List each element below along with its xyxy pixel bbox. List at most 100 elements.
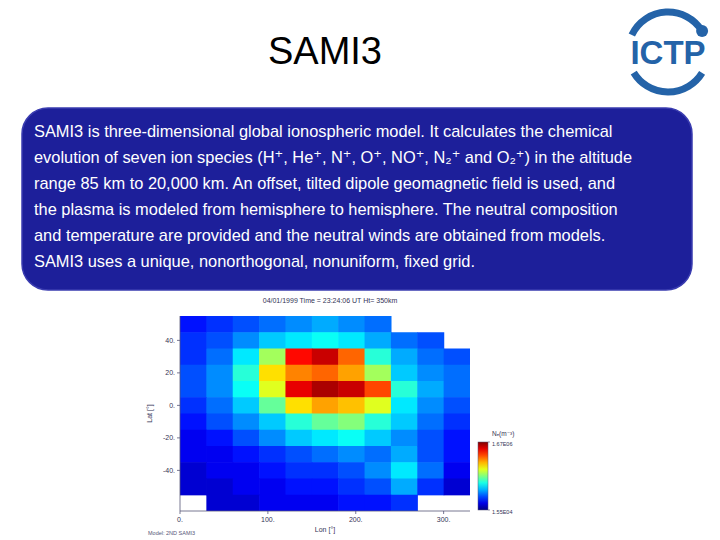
heatmap-cell (338, 446, 365, 463)
heatmap-cell (259, 446, 286, 463)
heatmap-cell (444, 365, 470, 382)
heatmap-cell (206, 430, 233, 447)
heatmap-cell (391, 495, 418, 511)
text-box (22, 108, 692, 290)
heatmap-cell (233, 365, 260, 382)
heatmap-cell (285, 430, 312, 447)
slide-title: SAMI3 (268, 30, 382, 72)
y-tick (177, 372, 180, 373)
heatmap-cell (338, 332, 365, 349)
heatmap-cell (391, 332, 418, 349)
heatmap-cell (417, 397, 444, 414)
heatmap-cell (417, 349, 444, 366)
heatmap-cell (312, 462, 339, 479)
heatmap-cell (180, 365, 207, 382)
heatmap-cell (180, 414, 207, 431)
body-line: evolution of seven ion species (H⁺, He⁺,… (34, 148, 632, 166)
body-line: SAMI3 uses a unique, nonorthogonal, nonu… (34, 252, 475, 270)
heatmap-cell (338, 495, 365, 511)
heatmap-cell (312, 316, 339, 333)
heatmap-cell (206, 381, 233, 398)
heatmap-cell (285, 349, 312, 366)
colorbar-tick (488, 510, 490, 511)
heatmap-cell (285, 397, 312, 414)
heatmap-cell (206, 365, 233, 382)
heatmap-cell (391, 365, 418, 382)
chart-title: 04/01/1999 Time = 23:24:06 UT Ht= 350km (263, 297, 398, 304)
heatmap-cell (338, 397, 365, 414)
heatmap-cell (391, 349, 418, 366)
heatmap-cell (233, 446, 260, 463)
heatmap-cell (444, 414, 470, 431)
x-tick-label: 0. (177, 516, 183, 523)
heatmap-cell (259, 397, 286, 414)
heatmap-cell (233, 316, 260, 333)
heatmap-cell (391, 397, 418, 414)
heatmap-cell (206, 446, 233, 463)
heatmap-cell (180, 430, 207, 447)
heatmap-cell (259, 381, 286, 398)
heatmap-cell (338, 365, 365, 382)
heatmap-cell (338, 349, 365, 366)
heatmap-cell (180, 381, 207, 398)
heatmap-cell (312, 397, 339, 414)
x-tick (267, 511, 268, 514)
heatmap-cell (180, 462, 207, 479)
heatmap-cell (259, 316, 286, 333)
heatmap-cell (233, 430, 260, 447)
y-tick-label: 20. (165, 369, 175, 376)
heatmap-cell (259, 332, 286, 349)
y-tick-label: 0. (169, 402, 175, 409)
heatmap-cell (206, 349, 233, 366)
logo-arc (634, 73, 702, 92)
heatmap-cell (233, 479, 260, 496)
heatmap-cell (365, 381, 392, 398)
heatmap-cells (180, 316, 470, 511)
heatmap-cell (338, 316, 365, 333)
heatmap-cell (391, 381, 418, 398)
heatmap-cell (233, 414, 260, 431)
colorbar-tick-label: 1.67E06 (492, 441, 513, 447)
y-tick (177, 437, 180, 438)
heatmap-cell (180, 446, 207, 463)
heatmap-cell (233, 495, 260, 511)
x-axis-label: Lon [°] (315, 526, 335, 534)
heatmap-cell (285, 332, 312, 349)
colorbar-label: Nₑ(m⁻³) (492, 430, 514, 438)
y-axis-label: Lat [°] (146, 404, 154, 422)
heatmap-cell (391, 462, 418, 479)
heatmap-cell (259, 414, 286, 431)
heatmap-cell (206, 479, 233, 496)
logo-text: ICTP (630, 34, 705, 71)
heatmap-cell (365, 316, 392, 333)
body-line: and temperature are provided and the neu… (34, 226, 605, 244)
heatmap-cell (233, 397, 260, 414)
x-tick-label: 300. (437, 516, 451, 523)
heatmap-cell (365, 495, 392, 511)
body-line: range 85 km to 20,000 km. An offset, til… (34, 174, 615, 192)
heatmap-cell (338, 479, 365, 496)
heatmap-cell (285, 495, 312, 511)
slide: SAMI3ICTPSAMI3 is three-dimensional glob… (0, 0, 720, 540)
heatmap-cell (444, 479, 470, 496)
heatmap-cell (391, 414, 418, 431)
x-tick (180, 511, 181, 514)
heatmap-cell (312, 414, 339, 431)
heatmap-cell (312, 365, 339, 382)
colorbar-tick-label: 1.55E04 (492, 509, 513, 515)
heatmap-cell (206, 462, 233, 479)
heatmap-cell (312, 332, 339, 349)
heatmap-cell (233, 381, 260, 398)
heatmap-cell (338, 414, 365, 431)
heatmap-cell (259, 495, 286, 511)
y-tick (177, 340, 180, 341)
body-line: the plasma is modeled from hemisphere to… (34, 200, 618, 218)
heatmap-cell (391, 446, 418, 463)
heatmap-cell (444, 349, 470, 366)
heatmap-cell (206, 316, 233, 333)
heatmap-cell (365, 349, 392, 366)
heatmap-cell (206, 414, 233, 431)
heatmap-cell (338, 462, 365, 479)
heatmap-cell (312, 495, 339, 511)
heatmap-cell (206, 397, 233, 414)
